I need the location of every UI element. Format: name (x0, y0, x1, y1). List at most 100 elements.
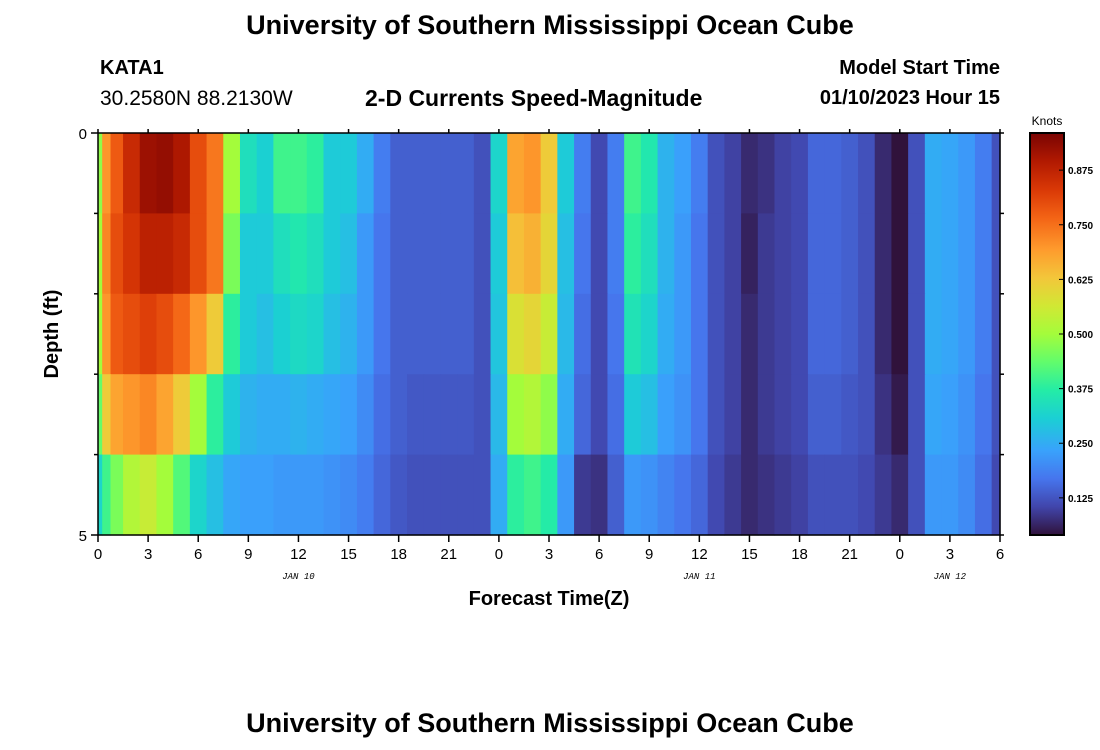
heatmap-cell (173, 374, 191, 456)
heatmap-cell (657, 133, 675, 214)
heatmap-cell (523, 374, 542, 456)
heatmap-cell (110, 374, 124, 456)
heatmap-cell (206, 374, 224, 456)
heatmap-cell (640, 133, 659, 214)
heatmap-cell (273, 133, 291, 214)
heatmap-cell (139, 133, 158, 214)
heatmap-cell (908, 133, 926, 214)
x-tick-label: 3 (946, 546, 954, 563)
heatmap-cell (206, 213, 224, 295)
x-tick-label: 18 (390, 546, 407, 563)
heatmap-cell (123, 454, 141, 536)
heatmap-cell (874, 293, 893, 375)
heatmap-cell (841, 213, 859, 295)
x-tick-label: 9 (645, 546, 653, 563)
heatmap-cell (557, 133, 575, 214)
date-label: JAN 10 (282, 572, 315, 582)
heatmap-cell (256, 374, 274, 456)
heatmap-chart: 05 0 3 6 9 12 15 18 21 0 3 6 9 12 15 18 21 0 3 6 JAN 10 JAN… (41, 114, 1093, 610)
heatmap-cell (206, 454, 224, 536)
heatmap-cell (858, 454, 876, 536)
heatmap-cell (824, 293, 842, 375)
station-coordinates: 30.2580N 88.2130W (100, 87, 293, 110)
heatmap-cell (407, 213, 425, 295)
heatmap-cell (273, 213, 291, 295)
y-tick-label: 5 (79, 528, 87, 545)
heatmap-cell (791, 454, 809, 536)
heatmap-cell (156, 293, 174, 375)
heatmap-cell (473, 293, 492, 375)
heatmap-cell (356, 374, 375, 456)
heatmap-cell (323, 454, 341, 536)
heatmap-cell (156, 374, 174, 456)
x-tick-label: 6 (595, 546, 603, 563)
heatmap-cell (306, 213, 325, 295)
heatmap-cell (941, 293, 959, 375)
heatmap-cell (356, 133, 375, 214)
heatmap-cell (98, 133, 103, 214)
heatmap-cell (390, 454, 408, 536)
heatmap-cell (423, 454, 442, 536)
heatmap-cell (189, 293, 208, 375)
x-tick-label: 3 (144, 546, 152, 563)
heatmap-cell (390, 133, 408, 214)
heatmap-cell (891, 293, 909, 375)
heatmap-cell (741, 213, 759, 295)
heatmap-cell (440, 374, 458, 456)
heatmap-cell (123, 374, 141, 456)
heatmap-cell (908, 213, 926, 295)
heatmap-cell (390, 293, 408, 375)
heatmap-cell (523, 454, 542, 536)
heatmap-cell (707, 133, 725, 214)
heatmap-cell (690, 213, 709, 295)
heatmap-cell (590, 133, 609, 214)
heatmap-cell (373, 374, 391, 456)
x-axis-label: Forecast Time(Z) (469, 588, 630, 610)
heatmap-cell (340, 133, 358, 214)
heatmap-cell (824, 454, 842, 536)
heatmap-cell (223, 213, 241, 295)
x-tick-label: 21 (440, 546, 457, 563)
heatmap-cell (991, 293, 1001, 375)
heatmap-cell (741, 133, 759, 214)
y-tick-label: 0 (79, 126, 87, 143)
heatmap-cell (724, 213, 742, 295)
heatmap-cell (590, 213, 609, 295)
heatmap-cell (306, 133, 325, 214)
heatmap-cell (156, 133, 174, 214)
heatmap-cell (98, 213, 103, 295)
heatmap-cell (273, 374, 291, 456)
heatmap-cell (340, 213, 358, 295)
heatmap-cell (523, 293, 542, 375)
heatmap-cell (457, 213, 475, 295)
heatmap-cell (423, 213, 442, 295)
heatmap-cell (791, 133, 809, 214)
heatmap-cell (690, 374, 709, 456)
model-start-value: 01/10/2023 Hour 15 (819, 87, 1000, 109)
heatmap-cell (841, 293, 859, 375)
heatmap-cell (490, 374, 508, 456)
heatmap-cell (958, 374, 976, 456)
heatmap-cell (991, 374, 1001, 456)
x-tick-label: 6 (996, 546, 1004, 563)
heatmap-cell (690, 454, 709, 536)
heatmap-cell (423, 374, 442, 456)
heatmap-cell (540, 293, 558, 375)
heatmap-cell (239, 133, 258, 214)
heatmap-cell (774, 454, 792, 536)
heatmap-cell (590, 293, 609, 375)
heatmap-cell (123, 133, 141, 214)
heatmap-cell (290, 213, 308, 295)
heatmap-cell (340, 454, 358, 536)
heatmap-cell (724, 454, 742, 536)
model-start-label: Model Start Time (839, 57, 1000, 79)
heatmap-cell (640, 293, 659, 375)
heatmap-cell (607, 454, 625, 536)
heatmap-cell (490, 293, 508, 375)
date-label: JAN 12 (934, 572, 967, 582)
heatmap-cell (102, 293, 112, 375)
heatmap-cell (440, 213, 458, 295)
heatmap-cell (908, 293, 926, 375)
heatmap-cell (323, 374, 341, 456)
heatmap-cell (858, 213, 876, 295)
